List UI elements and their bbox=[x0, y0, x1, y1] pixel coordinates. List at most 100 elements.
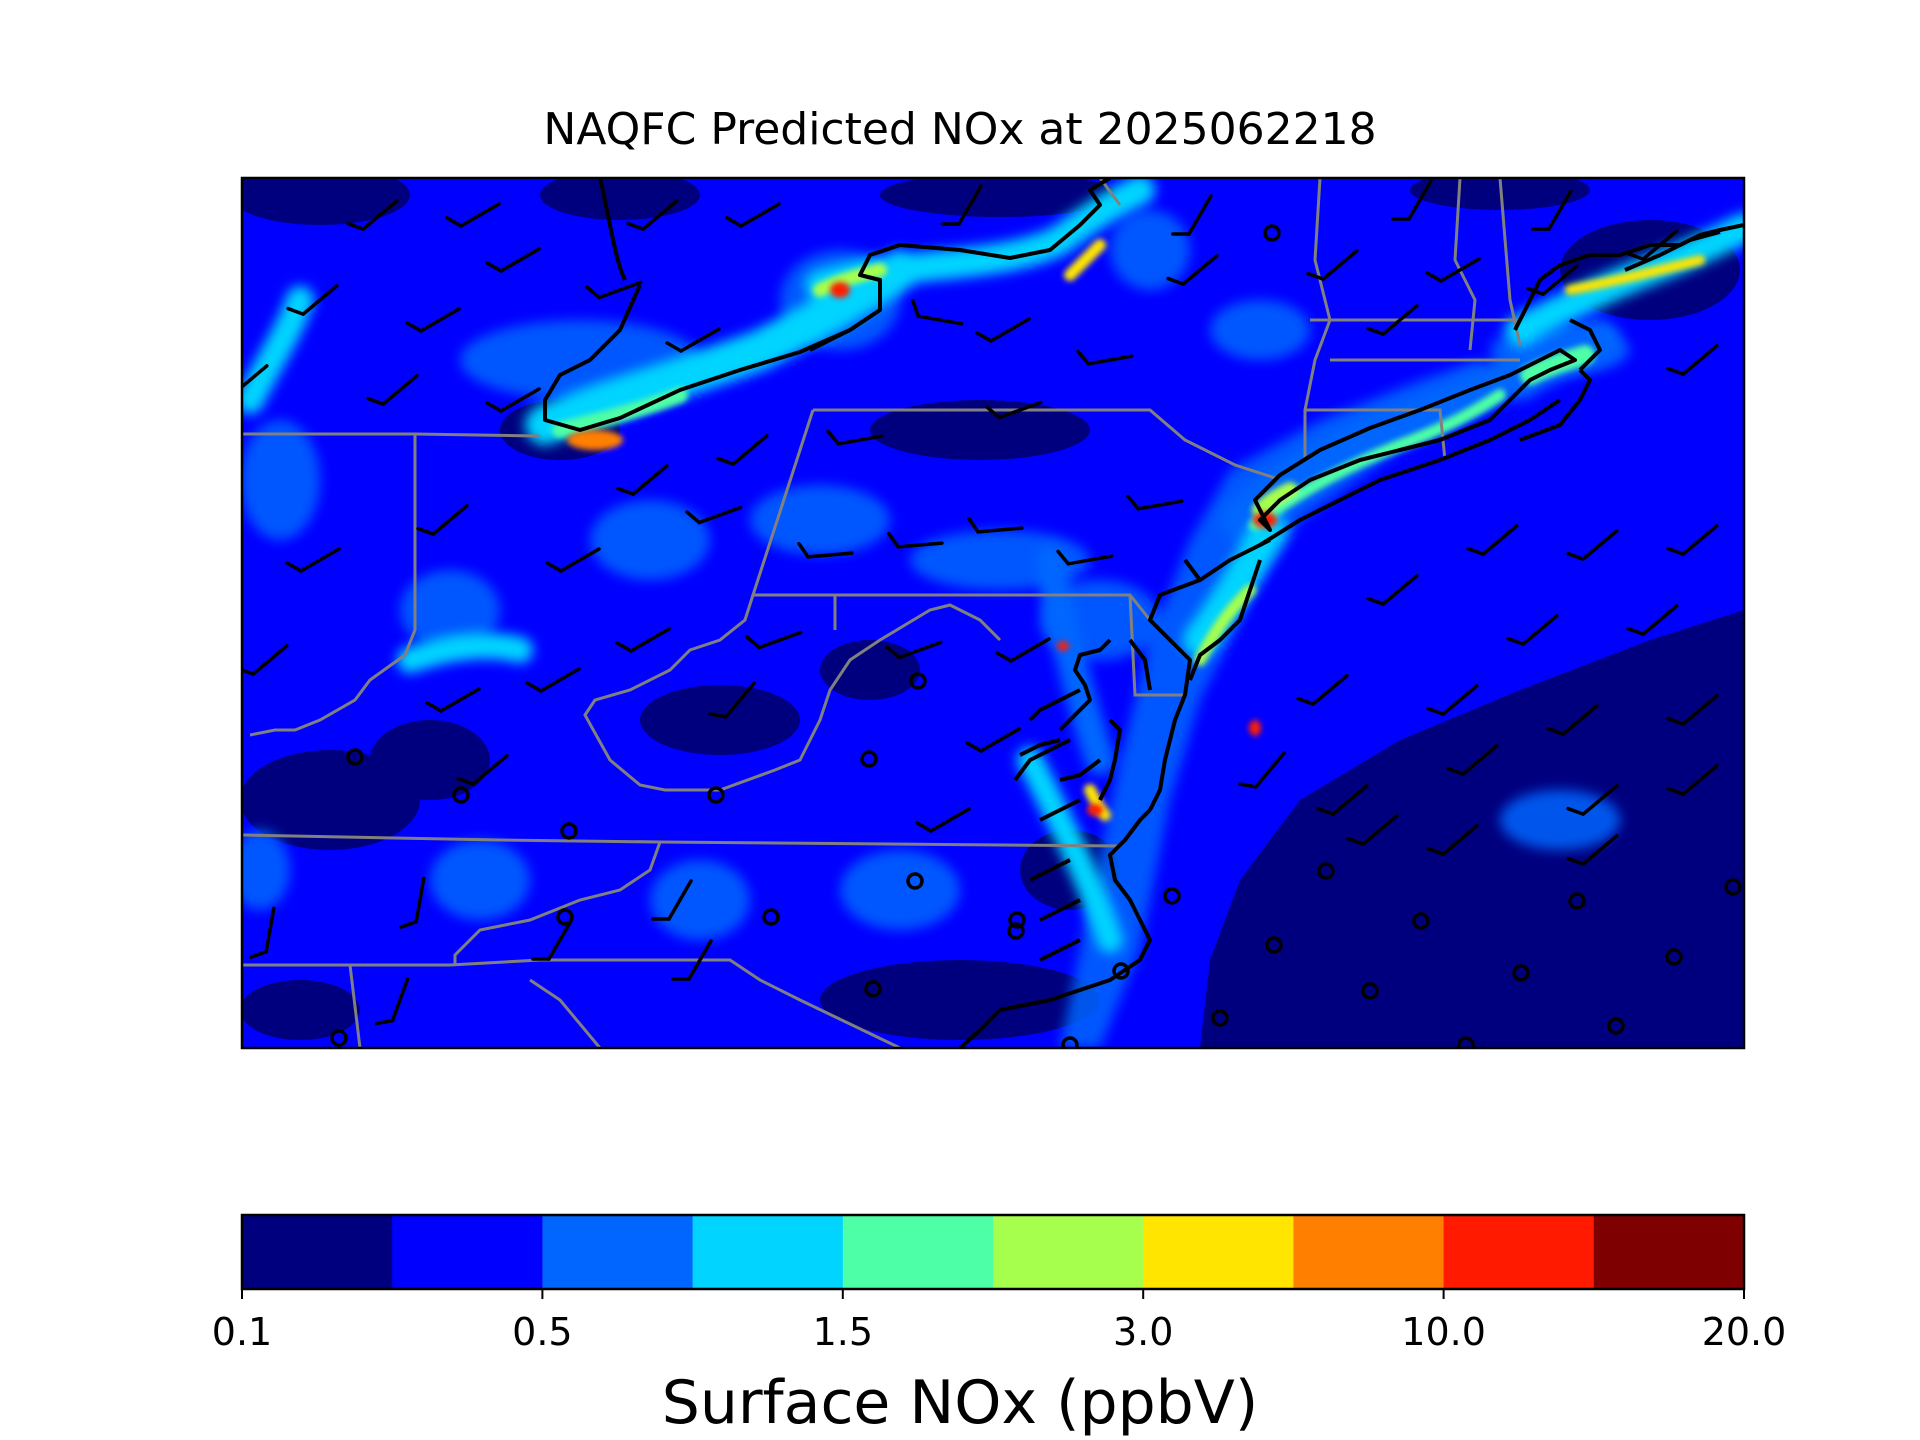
wind-barb bbox=[626, 199, 679, 231]
calm-wind-circle bbox=[1061, 1036, 1079, 1048]
wind-barb bbox=[445, 202, 501, 228]
wind-barb bbox=[1366, 574, 1419, 606]
wind-barb bbox=[374, 977, 410, 1026]
wind-barb bbox=[616, 464, 669, 496]
calm-wind-circle bbox=[560, 822, 578, 840]
calm-wind-circle bbox=[906, 872, 924, 890]
calm-wind-circle bbox=[452, 786, 470, 804]
wind-barb bbox=[485, 247, 541, 273]
wind-barb bbox=[525, 667, 581, 693]
wind-barb bbox=[1626, 604, 1679, 636]
wind-barb bbox=[1566, 529, 1619, 561]
wind-barb bbox=[725, 202, 781, 228]
calm-wind-circle bbox=[1568, 892, 1586, 910]
colorbar-frame bbox=[240, 1213, 1746, 1291]
map-area bbox=[242, 178, 1744, 1048]
wind-barb bbox=[665, 327, 721, 353]
wind-barb bbox=[1391, 179, 1433, 221]
colorbar-tick-label: 0.1 bbox=[211, 1310, 273, 1354]
wind-barb bbox=[708, 681, 756, 719]
wind-barb bbox=[1316, 784, 1369, 816]
wind-barb bbox=[911, 299, 964, 326]
wind-barb bbox=[685, 505, 743, 525]
calm-wind-circle bbox=[346, 748, 364, 766]
colorbar-tick-label: 0.5 bbox=[512, 1310, 573, 1354]
wind-barb bbox=[1666, 344, 1719, 376]
colorbar-swatch bbox=[392, 1215, 543, 1289]
wind-barb bbox=[995, 637, 1051, 663]
colorbar-tick-label: 1.5 bbox=[812, 1310, 874, 1354]
wind-barb bbox=[1306, 249, 1359, 281]
calm-wind-circle bbox=[1263, 224, 1281, 242]
calm-wind-circle bbox=[556, 908, 574, 926]
wind-barb bbox=[1426, 824, 1479, 856]
wind-barb bbox=[826, 429, 884, 446]
calm-wind-circle bbox=[1211, 1009, 1229, 1027]
calm-wind-circle bbox=[864, 980, 882, 998]
wind-barb bbox=[1531, 189, 1573, 231]
wind-barb bbox=[1425, 257, 1481, 283]
wind-barb bbox=[1666, 524, 1719, 556]
colorbar-swatch bbox=[993, 1215, 1144, 1289]
wind-barb bbox=[1126, 494, 1184, 511]
wind-barb bbox=[651, 879, 693, 921]
wind-barb bbox=[745, 630, 803, 650]
calm-wind-circle bbox=[1412, 912, 1430, 930]
wind-barb bbox=[941, 184, 983, 226]
wind-barbs bbox=[242, 179, 1719, 1026]
calm-wind-circle bbox=[1008, 911, 1026, 929]
wind-barb bbox=[1526, 264, 1579, 296]
calm-wind-circle bbox=[1457, 1036, 1475, 1048]
wind-barb bbox=[1171, 194, 1213, 236]
colorbar-swatch bbox=[1443, 1215, 1595, 1289]
map-frame bbox=[240, 176, 1746, 1050]
calm-wind-circle bbox=[1724, 878, 1742, 896]
wind-barb bbox=[1056, 549, 1114, 566]
wind-barb bbox=[985, 400, 1043, 420]
wind-barb bbox=[545, 547, 601, 573]
wind-barb bbox=[425, 687, 481, 713]
colorbar-tick-label: 20.0 bbox=[1701, 1310, 1787, 1354]
wind-barb bbox=[967, 516, 1024, 534]
coastline bbox=[543, 178, 1744, 1048]
calm-wind-circle bbox=[1665, 948, 1683, 966]
calm-wind-circle bbox=[762, 908, 780, 926]
map-title: NAQFC Predicted NOx at 2025062218 bbox=[543, 104, 1377, 155]
wind-barb bbox=[1076, 349, 1134, 366]
wind-barb bbox=[485, 387, 541, 413]
colorbar-tick-label: 3.0 bbox=[1112, 1310, 1174, 1354]
colorbar-ticks bbox=[241, 1289, 1745, 1299]
wind-barb bbox=[286, 284, 339, 316]
wind-barb bbox=[671, 939, 713, 981]
wind-barb bbox=[915, 807, 971, 833]
calm-wind-circle bbox=[1512, 964, 1530, 982]
calm-wind-circle bbox=[330, 1029, 348, 1047]
wind-barb bbox=[975, 317, 1031, 343]
calm-wind-circle bbox=[707, 786, 725, 804]
wind-barb bbox=[1626, 229, 1679, 261]
wind-barb bbox=[1366, 304, 1419, 336]
wind-barb bbox=[1546, 704, 1599, 736]
wind-barb bbox=[885, 640, 943, 660]
wind-barb bbox=[346, 199, 399, 231]
peak-nox-hotspots bbox=[567, 282, 1277, 816]
wind-barb bbox=[405, 307, 461, 333]
colorbar-swatch bbox=[1143, 1215, 1294, 1289]
calm-wind-circle bbox=[1361, 982, 1379, 1000]
calm-wind-circle bbox=[1265, 936, 1283, 954]
wind-barb bbox=[1566, 834, 1619, 866]
wind-barb bbox=[1666, 764, 1719, 796]
colorbar-swatch bbox=[842, 1215, 994, 1289]
wind-barb bbox=[456, 754, 509, 786]
colorbar-swatch bbox=[1593, 1215, 1745, 1289]
wind-barb bbox=[285, 547, 341, 573]
state-borders bbox=[242, 178, 1522, 1048]
colorbar-swatch bbox=[692, 1215, 844, 1289]
calm-wind-circle bbox=[1317, 862, 1335, 880]
wind-barb bbox=[399, 876, 426, 929]
wind-barb bbox=[242, 644, 289, 676]
wind-barb bbox=[242, 364, 269, 396]
calm-wind-circle bbox=[1112, 962, 1130, 980]
wind-barb bbox=[1666, 694, 1719, 726]
calm-wind-circle bbox=[1163, 887, 1181, 905]
